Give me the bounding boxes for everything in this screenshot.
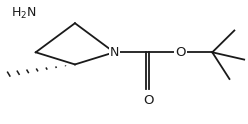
Text: N: N [110,46,119,59]
Text: H$_2$N: H$_2$N [11,6,37,21]
Text: O: O [175,46,186,59]
Text: O: O [143,93,154,107]
